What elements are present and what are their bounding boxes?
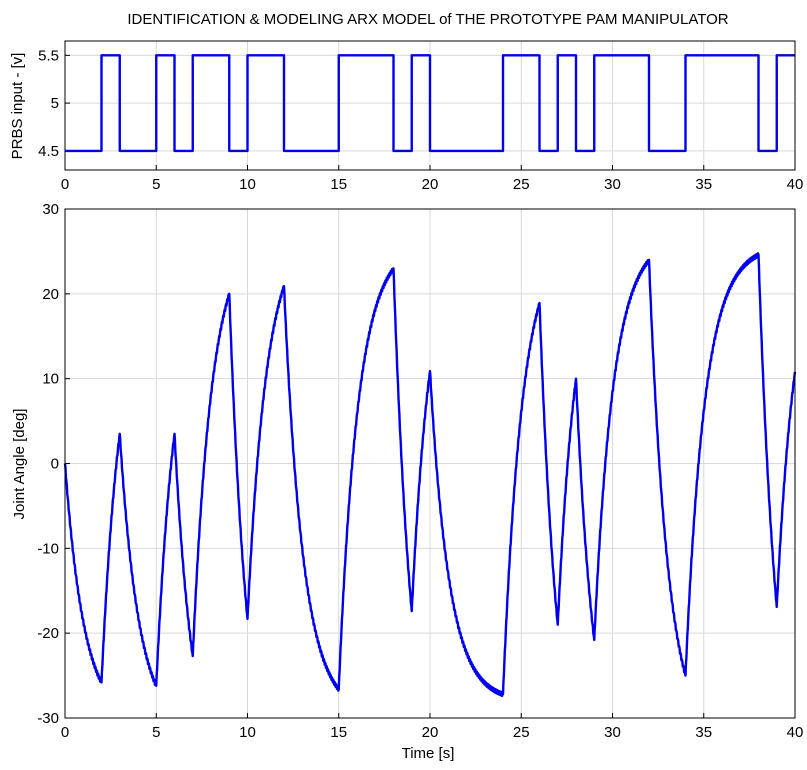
top-x-tick-label: 20 [422, 176, 439, 193]
chart-title: IDENTIFICATION & MODELING ARX MODEL of T… [127, 11, 728, 28]
bottom-x-tick-label: 5 [152, 724, 160, 741]
bottom-grid [64, 208, 796, 719]
bottom-x-tick-label: 0 [61, 724, 69, 741]
top-y-tick-label: 4.5 [38, 143, 59, 160]
bottom-x-tick-label: 20 [422, 724, 439, 741]
x-axis-label: Time [s] [402, 745, 455, 762]
bottom-x-tick-label: 30 [604, 724, 621, 741]
top-x-tick-label: 10 [239, 176, 256, 193]
bottom-axes-frame [64, 208, 796, 719]
top-x-tick-label: 15 [330, 176, 347, 193]
top-x-tick-label: 5 [152, 176, 160, 193]
top-axes-frame [64, 40, 796, 171]
top-y-tick-label: 5.5 [38, 47, 59, 64]
top-x-tick-label: 40 [787, 176, 804, 193]
prbs-input-series [65, 54, 795, 153]
bottom-x-tick-label: 15 [330, 724, 347, 741]
bottom-x-tick-label: 25 [513, 724, 530, 741]
bottom-y-tick-label: -10 [37, 540, 59, 557]
bottom-y-tick-label: 30 [42, 201, 59, 218]
top-y-tick-label: 5 [51, 95, 59, 112]
prbs-input-plot: 0 5 10 15 20 25 30 35 40 4.5 5 5.5 PRBS input - [v] [9, 40, 803, 193]
bottom-tick-labels: 0 5 10 15 20 25 30 35 40 -30 -20 -10 0 10 20 30 [37, 201, 803, 741]
bottom-y-tick-label: 0 [51, 456, 59, 473]
bottom-y-tick-label: 10 [42, 371, 59, 388]
bottom-y-tick-label: -20 [37, 625, 59, 642]
bottom-y-tick-label: -30 [37, 710, 59, 727]
top-x-tick-label: 30 [604, 176, 621, 193]
joint-angle-series [63, 252, 797, 698]
top-tick-labels: 0 5 10 15 20 25 30 35 40 4.5 5 5.5 [38, 47, 803, 193]
bottom-x-tick-label: 35 [695, 724, 712, 741]
top-x-tick-label: 25 [513, 176, 530, 193]
top-x-tick-label: 0 [61, 176, 69, 193]
bottom-y-tick-label: 20 [42, 286, 59, 303]
bottom-y-axis-label: Joint Angle [deg] [11, 409, 28, 520]
top-x-tick-label: 35 [695, 176, 712, 193]
joint-angle-plot: 0 5 10 15 20 25 30 35 40 -30 -20 -10 0 10 20 30 Joint A… [11, 201, 803, 762]
bottom-x-tick-label: 40 [787, 724, 804, 741]
bottom-x-tick-label: 10 [239, 724, 256, 741]
top-y-axis-label: PRBS input - [v] [9, 53, 26, 160]
